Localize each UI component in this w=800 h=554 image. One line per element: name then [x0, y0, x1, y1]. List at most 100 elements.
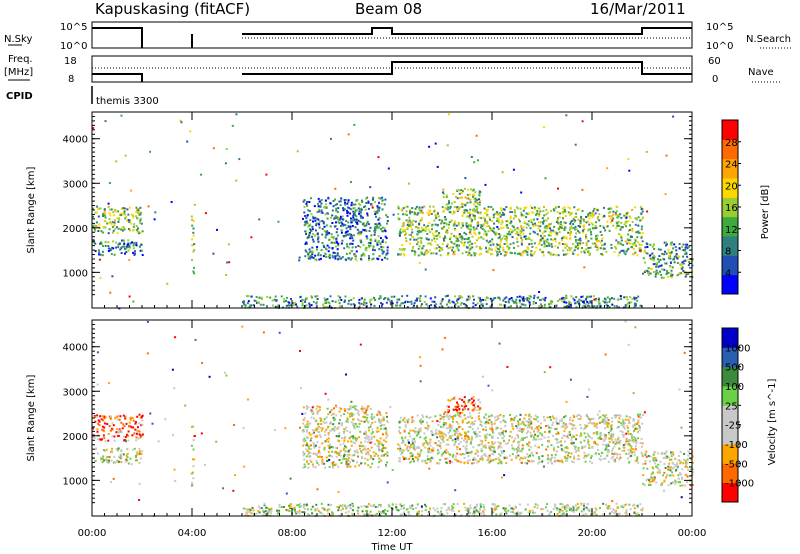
- power-cell: [462, 203, 465, 205]
- power-cell: [577, 230, 580, 233]
- power-cell: [487, 251, 490, 254]
- power-cell: [415, 226, 418, 229]
- power-cell: [684, 243, 687, 246]
- velocity-cell: [483, 444, 486, 447]
- velocity-cell: [105, 458, 108, 461]
- power-cell: [505, 251, 508, 254]
- power-cell: [393, 295, 396, 298]
- velocity-cell: [526, 462, 529, 465]
- power-cell: [534, 231, 536, 234]
- power-cell: [543, 235, 546, 237]
- power-cell: [637, 216, 640, 219]
- power-cell: [298, 256, 301, 259]
- power-cell: [565, 294, 568, 297]
- power-cell: [576, 253, 579, 256]
- power-cell: [439, 254, 442, 257]
- power-cell: [384, 297, 387, 299]
- power-cell: [327, 212, 330, 215]
- power-cell: [376, 212, 379, 215]
- power-cell: [348, 207, 351, 210]
- power-cell: [312, 233, 315, 235]
- power-cell: [473, 228, 476, 231]
- power-cell: [136, 217, 139, 220]
- power-cell: [580, 299, 583, 302]
- velocity-cell: [342, 507, 344, 510]
- power-cell: [330, 216, 332, 219]
- power-cell: [635, 297, 638, 299]
- power-cell: [510, 252, 513, 255]
- power-cell: [430, 244, 433, 246]
- power-cell: [530, 221, 533, 224]
- power-cell: [594, 227, 597, 230]
- velocity-cell: [332, 423, 335, 426]
- power-cell: [252, 304, 255, 307]
- power-cell: [308, 231, 311, 234]
- power-cell: [562, 249, 565, 252]
- velocity-cell: [103, 430, 106, 433]
- velocity-cell: [541, 443, 544, 446]
- velocity-cell: [514, 505, 517, 508]
- power-cell: [561, 243, 564, 245]
- power-cell: [558, 231, 561, 234]
- velocity-cell: [386, 421, 389, 424]
- power-cell: [316, 300, 318, 303]
- power-cell: [636, 218, 639, 221]
- velocity-cell: [378, 504, 381, 506]
- velocity-cell: [100, 438, 103, 441]
- velocity-cell: [345, 458, 348, 461]
- power-cell: [373, 231, 376, 234]
- power-cell: [334, 198, 337, 201]
- velocity-cell: [302, 506, 305, 509]
- velocity-cell: [522, 423, 525, 426]
- power-cell: [652, 270, 655, 273]
- power-cell: [629, 224, 631, 227]
- power-cell: [496, 253, 499, 256]
- power-cell: [659, 258, 662, 261]
- velocity-cell: [469, 425, 472, 428]
- power-cell: [123, 210, 126, 213]
- velocity-cell: [479, 419, 482, 422]
- power-cell: [476, 205, 479, 208]
- power-cell: [457, 221, 460, 224]
- power-cell: [565, 236, 568, 239]
- power-cell: [381, 226, 384, 229]
- power-cell: [420, 237, 423, 240]
- power-cell: [491, 238, 494, 241]
- power-cell: [271, 299, 274, 302]
- power-cell: [338, 255, 341, 258]
- power-cell: [293, 304, 296, 307]
- velocity-cell: [544, 431, 547, 433]
- power-cell: [509, 215, 512, 218]
- power-cell: [102, 213, 105, 215]
- velocity-cell: [406, 419, 409, 422]
- power-cell: [345, 252, 348, 255]
- velocity-cell: [524, 508, 527, 511]
- velocity-cell: [518, 513, 521, 515]
- velocity-cell: [492, 450, 495, 453]
- power-cell: [390, 295, 393, 298]
- velocity-cell: [536, 430, 539, 433]
- power-cell: [625, 250, 628, 253]
- power-cell: [324, 299, 327, 302]
- power-cell: [375, 226, 378, 229]
- power-cell: [469, 213, 472, 216]
- power-cell: [563, 236, 566, 239]
- power-cell: [516, 206, 519, 209]
- power-cell: [551, 245, 554, 248]
- velocity-cell: [488, 456, 491, 459]
- velocity-cell: [640, 508, 642, 511]
- velocity-cell: [349, 448, 352, 451]
- power-cell: [457, 305, 460, 308]
- velocity-cell: [341, 504, 344, 507]
- power-cell: [306, 214, 309, 217]
- velocity-cell: [366, 416, 369, 419]
- power-cell: [620, 249, 623, 252]
- power-cell: [228, 261, 231, 264]
- power-cell: [543, 227, 546, 230]
- velocity-cell: [127, 462, 130, 465]
- power-cell: [135, 229, 138, 232]
- power-cell: [575, 228, 578, 231]
- power-cell: [669, 266, 672, 268]
- power-cell: [373, 233, 376, 236]
- velocity-cell: [332, 466, 335, 469]
